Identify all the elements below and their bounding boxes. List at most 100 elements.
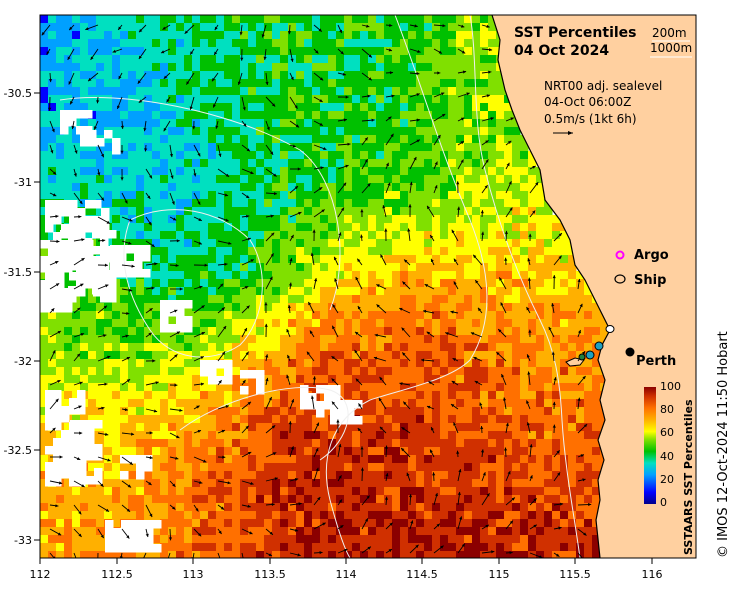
sst-pixel [136,119,145,128]
sst-pixel [64,135,73,144]
sst-pixel [304,455,313,464]
sst-pixel [48,335,57,344]
sst-pixel [312,39,321,48]
sst-pixel [184,191,193,200]
sst-pixel [352,471,361,480]
sst-pixel [264,391,273,400]
sst-pixel [512,351,521,360]
sst-pixel [392,343,401,352]
cloud-gap-pixel [300,401,309,410]
sst-pixel [80,351,89,360]
sst-pixel [120,391,129,400]
sst-pixel [240,351,249,360]
sst-pixel [312,151,321,160]
sst-pixel [568,287,577,296]
sst-pixel [40,447,49,456]
sst-pixel [536,519,545,528]
sst-pixel [296,223,305,232]
sst-pixel [104,503,113,512]
sst-pixel [256,119,265,128]
sst-pixel [168,207,177,216]
sst-pixel [80,487,89,496]
sst-pixel [288,375,297,384]
sst-pixel [320,551,329,558]
sst-pixel [376,143,385,152]
sst-pixel [288,87,297,96]
sst-pixel [520,247,529,256]
sst-pixel [512,175,521,184]
sst-pixel [304,191,313,200]
sst-pixel [288,263,297,272]
sst-pixel [56,527,65,536]
sst-pixel [576,367,585,376]
sst-pixel [88,391,97,400]
sst-pixel [584,503,593,512]
sst-pixel [80,311,89,320]
sst-pixel [320,287,329,296]
sst-pixel [400,487,409,496]
sst-pixel [256,343,265,352]
sst-pixel [288,535,297,544]
sst-pixel [176,71,185,80]
sst-pixel [384,119,393,128]
sst-pixel [560,495,569,504]
sst-pixel [240,495,249,504]
sst-pixel [384,471,393,480]
cloud-gap-pixel [40,288,49,297]
sst-pixel [152,375,161,384]
sst-pixel [176,287,185,296]
cloud-gap-pixel [53,216,62,225]
sst-pixel [160,87,169,96]
sst-pixel [152,87,161,96]
sst-pixel [584,455,593,464]
cloud-gap-pixel [85,272,94,281]
sst-pixel [400,143,409,152]
sst-pixel [456,135,465,144]
sst-pixel [152,551,161,558]
cloud-gap-pixel [40,296,49,305]
sst-pixel [216,263,225,272]
sst-pixel [216,111,225,120]
current-arrow [138,24,147,33]
sst-pixel [72,143,81,152]
sst-pixel [376,159,385,168]
sst-pixel [232,111,241,120]
sst-pixel [128,295,137,304]
sst-pixel [192,199,201,208]
sst-pixel [152,383,161,392]
sst-pixel [320,375,329,384]
sst-pixel [304,287,313,296]
sst-pixel [440,535,449,544]
sst-pixel [568,463,577,472]
sst-pixel [192,479,201,488]
sst-pixel [240,359,249,368]
sst-pixel [336,439,345,448]
current-arrow [237,72,243,86]
sst-pixel [56,103,65,112]
sst-pixel [416,327,425,336]
sst-pixel [264,375,273,384]
sst-pixel [520,183,529,192]
sst-pixel [528,519,537,528]
sst-pixel [360,31,369,40]
sst-pixel [360,495,369,504]
sst-pixel [504,135,513,144]
sst-pixel [264,319,273,328]
sst-pixel [112,351,121,360]
sst-pixel [424,39,433,48]
sst-pixel [248,39,257,48]
sst-pixel [232,79,241,88]
sst-pixel [368,239,377,248]
current-arrow [337,118,347,122]
sst-pixel [192,55,201,64]
sst-pixel [472,367,481,376]
sst-pixel [400,495,409,504]
sst-pixel [544,479,553,488]
sst-pixel [104,103,113,112]
sst-pixel [432,223,441,232]
cloud-gap-pixel [104,130,113,139]
sst-pixel [144,439,153,448]
sst-pixel [448,415,457,424]
sst-pixel [192,127,201,136]
sst-pixel [472,159,481,168]
